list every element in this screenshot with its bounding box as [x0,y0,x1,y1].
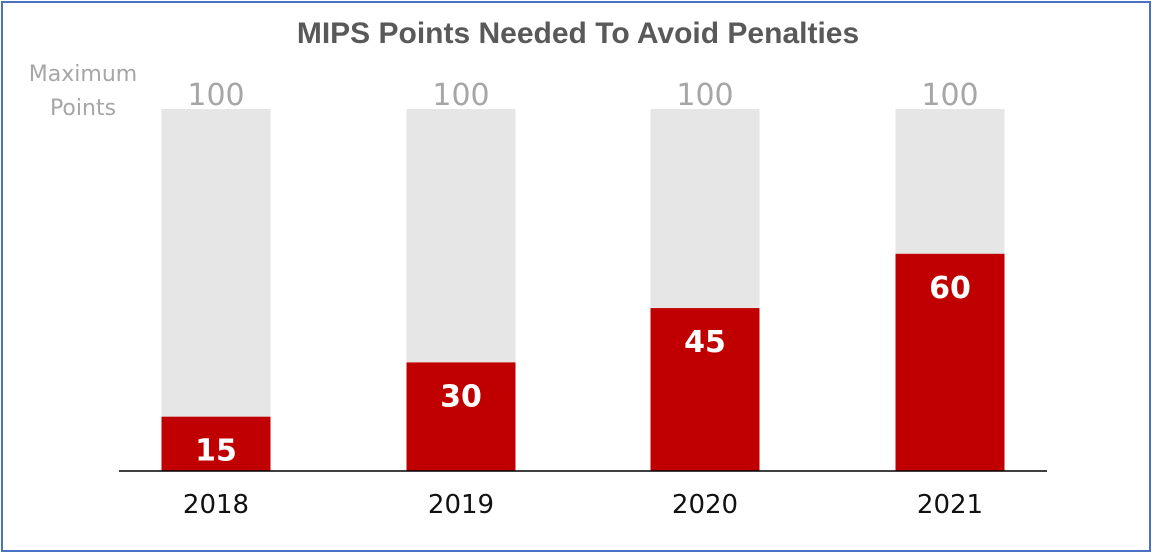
max-bar-2018 [161,109,271,471]
needed-value-label: 30 [440,379,482,414]
max-points-label-line-2: Points [49,96,117,121]
max-value-label: 100 [676,78,733,113]
needed-value-label: 60 [929,271,971,306]
max-points-label-line-1: Maximum [28,62,138,87]
x-tick-label: 2020 [672,490,738,520]
needed-value-label: 15 [195,434,237,469]
max-value-label: 100 [432,78,489,113]
max-points-label: Maximum Points [18,58,148,126]
x-tick-label: 2021 [917,490,983,520]
x-tick-label: 2018 [183,490,249,520]
needed-bar-2020 [650,308,760,471]
needed-bar-2018 [161,416,271,471]
needed-value-label: 45 [684,325,726,360]
max-value-label: 100 [187,78,244,113]
needed-bar-2021 [895,253,1005,471]
x-tick-label: 2019 [428,490,494,520]
chart-title: MIPS Points Needed To Avoid Penalties [296,17,860,50]
needed-bar-2019 [406,362,516,471]
max-value-label: 100 [921,78,978,113]
